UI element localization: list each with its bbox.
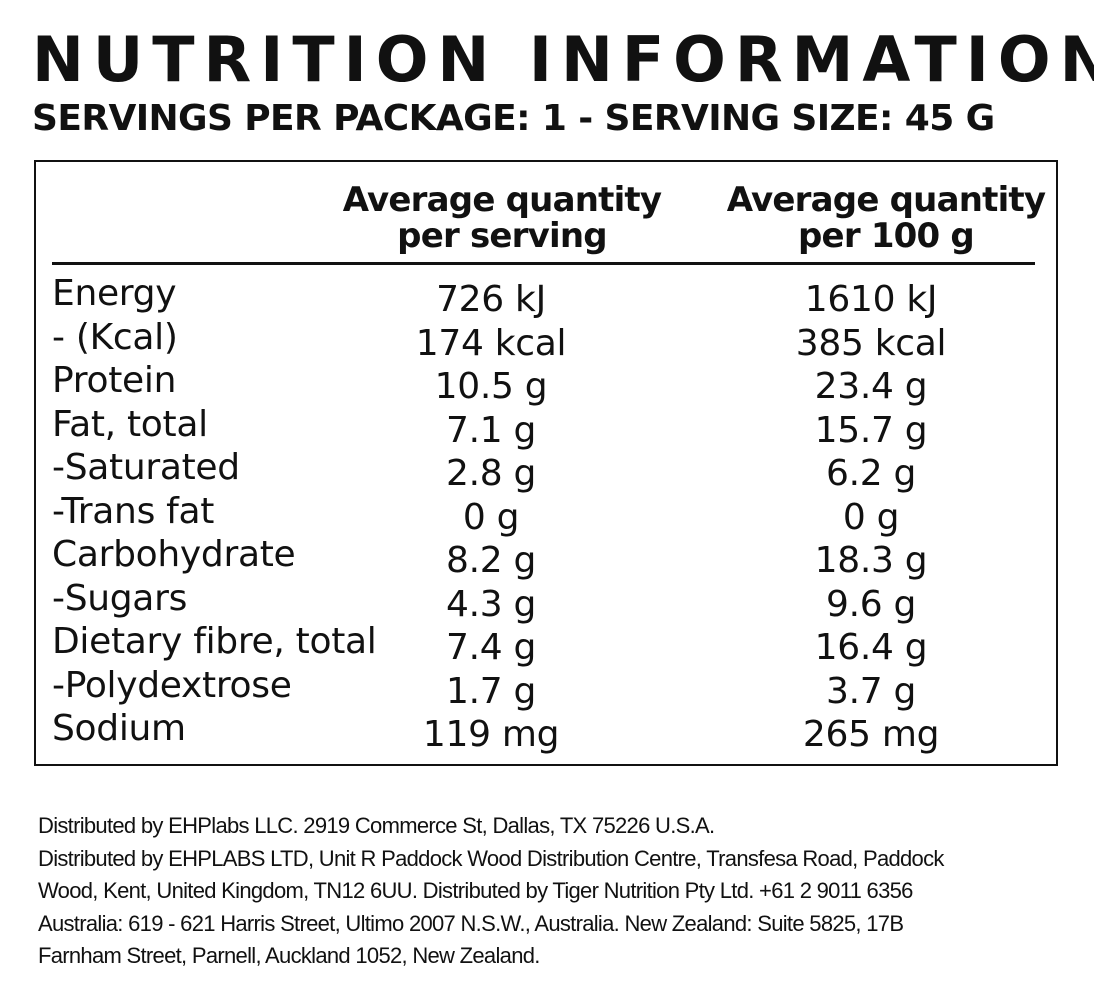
table-row: - (Kcal) 174 kcal 385 kcal [36,316,1056,364]
value-per-100g: 15.7 g [814,409,928,451]
nutrient-name: - (Kcal) [52,316,178,358]
table-row: Energy 726 kJ 1610 kJ [36,272,1056,320]
nutrient-name: Carbohydrate [52,534,296,575]
value-per-serving: 0 g [462,496,520,538]
nutrient-rows: Energy 726 kJ 1610 kJ - (Kcal) 174 kcal … [36,272,1056,755]
nutrition-title: NUTRITION INFORMATION [32,23,1094,96]
value-per-100g: 0 g [842,496,900,538]
value-per-serving: 2.8 g [445,453,537,494]
value-per-100g: 1610 kJ [804,279,938,320]
column-header-line: Average quantity [726,180,1046,220]
distributor-line: Distributed by EHPLABS LTD, Unit R Paddo… [38,845,944,871]
column-header-line: per 100 g [798,216,975,256]
value-per-100g: 385 kcal [795,322,947,364]
nutrient-name: -Saturated [52,447,240,488]
distributor-line: Australia: 619 - 621 Harris Street, Ulti… [38,910,904,936]
value-per-100g: 18.3 g [814,540,928,581]
nutrient-name: Energy [52,273,177,314]
nutrient-name: Sodium [52,708,186,749]
value-per-serving: 174 kcal [415,322,567,364]
distributor-line: Distributed by EHPlabs LLC. 2919 Commerc… [38,813,715,838]
nutrient-name: -Polydextrose [52,664,292,706]
value-per-serving: 726 kJ [436,279,546,320]
nutrient-name: Protein [52,360,177,401]
table-row: Fat, total 7.1 g 15.7 g [36,403,1056,451]
value-per-serving: 1.7 g [445,670,537,712]
value-per-100g: 6.2 g [825,453,917,494]
table-row: Dietary fibre, total 7.4 g 16.4 g [36,620,1056,668]
value-per-serving: 119 mg [422,714,560,755]
value-per-100g: 3.7 g [825,670,917,712]
table-row: -Sugars 4.3 g 9.6 g [36,577,1056,625]
value-per-serving: 10.5 g [434,366,548,407]
value-per-serving: 7.1 g [445,409,537,451]
serving-info: SERVINGS PER PACKAGE: 1 - SERVING SIZE: … [32,98,995,139]
distributor-info: Distributed by EHPlabs LLC. 2919 Commerc… [38,810,1058,973]
value-per-serving: 4.3 g [445,583,537,625]
nutrient-name: Fat, total [52,403,208,445]
table-row: -Saturated 2.8 g 6.2 g [36,446,1056,494]
column-header-line: Average quantity [342,180,662,220]
nutrient-name: Dietary fibre, total [52,621,377,662]
nutrient-name: -Trans fat [52,490,215,532]
table-row: Protein 10.5 g 23.4 g [36,359,1056,407]
nutrition-table: Average quantity per serving Average qua… [34,160,1058,766]
column-header-per-serving: Average quantity per serving [292,182,712,254]
column-header-line: per serving [397,216,607,256]
table-row: -Trans fat 0 g 0 g [36,490,1056,538]
value-per-100g: 265 mg [802,714,940,755]
value-per-serving: 8.2 g [445,540,537,581]
value-per-100g: 16.4 g [814,627,928,668]
value-per-100g: 23.4 g [814,366,928,407]
table-row: Carbohydrate 8.2 g 18.3 g [36,533,1056,581]
nutrient-name: -Sugars [52,577,188,619]
table-row: -Polydextrose 1.7 g 3.7 g [36,664,1056,712]
table-row: Sodium 119 mg 265 mg [36,707,1056,755]
column-header-per-100g: Average quantity per 100 g [676,182,1094,254]
value-per-serving: 7.4 g [445,627,537,668]
distributor-line: Farnham Street, Parnell, Auckland 1052, … [38,943,540,968]
value-per-100g: 9.6 g [825,583,917,625]
distributor-line: Wood, Kent, United Kingdom, TN12 6UU. Di… [38,878,913,903]
header-divider [52,262,1035,265]
